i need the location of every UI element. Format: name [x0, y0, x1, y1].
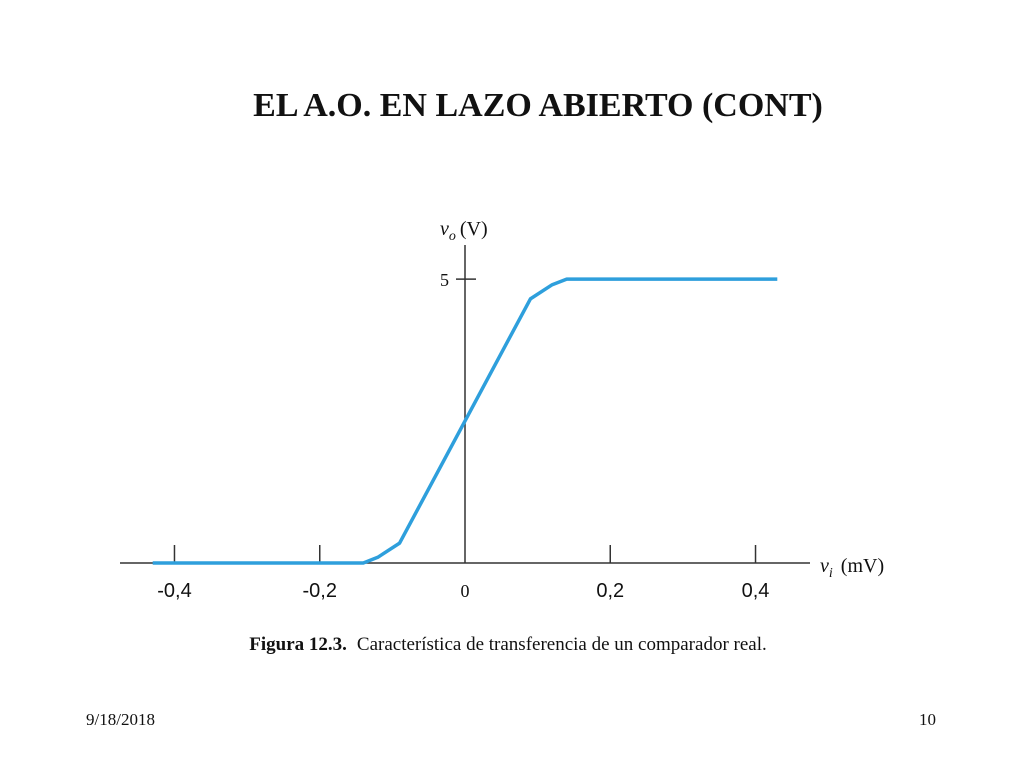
x-axis-label: vi (mV): [820, 555, 884, 581]
curve: [152, 277, 778, 565]
footer-page: 10: [919, 710, 936, 729]
x-tick-label: 0,2: [596, 580, 624, 602]
y-unit: (V): [460, 218, 488, 240]
caption: Figura 12.3. Característica de transferen…: [249, 634, 767, 655]
x-tick-label: 0,4: [742, 580, 770, 602]
x-symbol: v: [820, 555, 829, 577]
y-axis-label: vo (V): [440, 218, 488, 244]
y-subscript: o: [449, 229, 456, 244]
caption-text: Característica de transferencia de un co…: [357, 634, 767, 655]
slide-title: EL A.O. EN LAZO ABIERTO (CONT): [253, 87, 823, 124]
caption-label: Figura 12.3.: [249, 634, 347, 655]
x-subscript: i: [829, 566, 833, 581]
footer-date: 9/18/2018: [86, 710, 155, 729]
x-tick-label: -0,2: [303, 580, 337, 602]
x-unit: (mV): [841, 555, 884, 577]
x-tick-label: 0: [461, 581, 470, 601]
x-tick-label: -0,4: [157, 580, 191, 602]
y-tick-label: 5: [440, 270, 449, 290]
y-symbol: v: [440, 218, 449, 240]
